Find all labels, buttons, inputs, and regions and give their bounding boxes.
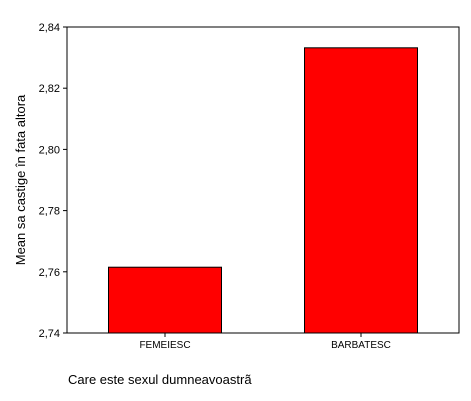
bar-femeiesc (108, 266, 222, 334)
x-tick-label: FEMEIESC (139, 340, 190, 351)
y-tick-label: 2,82 (39, 83, 60, 95)
bar-barbatesc (304, 47, 418, 334)
y-axis-title: Mean sa castige în fata altora (13, 94, 28, 265)
x-axis-title: Care este sexul dumneavoastrã (68, 372, 252, 387)
y-tick-label: 2,78 (39, 206, 60, 218)
y-axis: 2,74 2,76 2,78 2,80 2,82 2,84 (39, 22, 67, 340)
x-axis: FEMEIESC BARBATESC (139, 333, 391, 351)
bars (108, 47, 418, 334)
y-tick-label: 2,76 (39, 267, 60, 279)
y-tick-label: 2,80 (39, 144, 60, 156)
y-tick-label: 2,74 (39, 328, 60, 340)
x-tick-label: BARBATESC (331, 340, 391, 351)
y-tick-label: 2,84 (39, 22, 60, 34)
